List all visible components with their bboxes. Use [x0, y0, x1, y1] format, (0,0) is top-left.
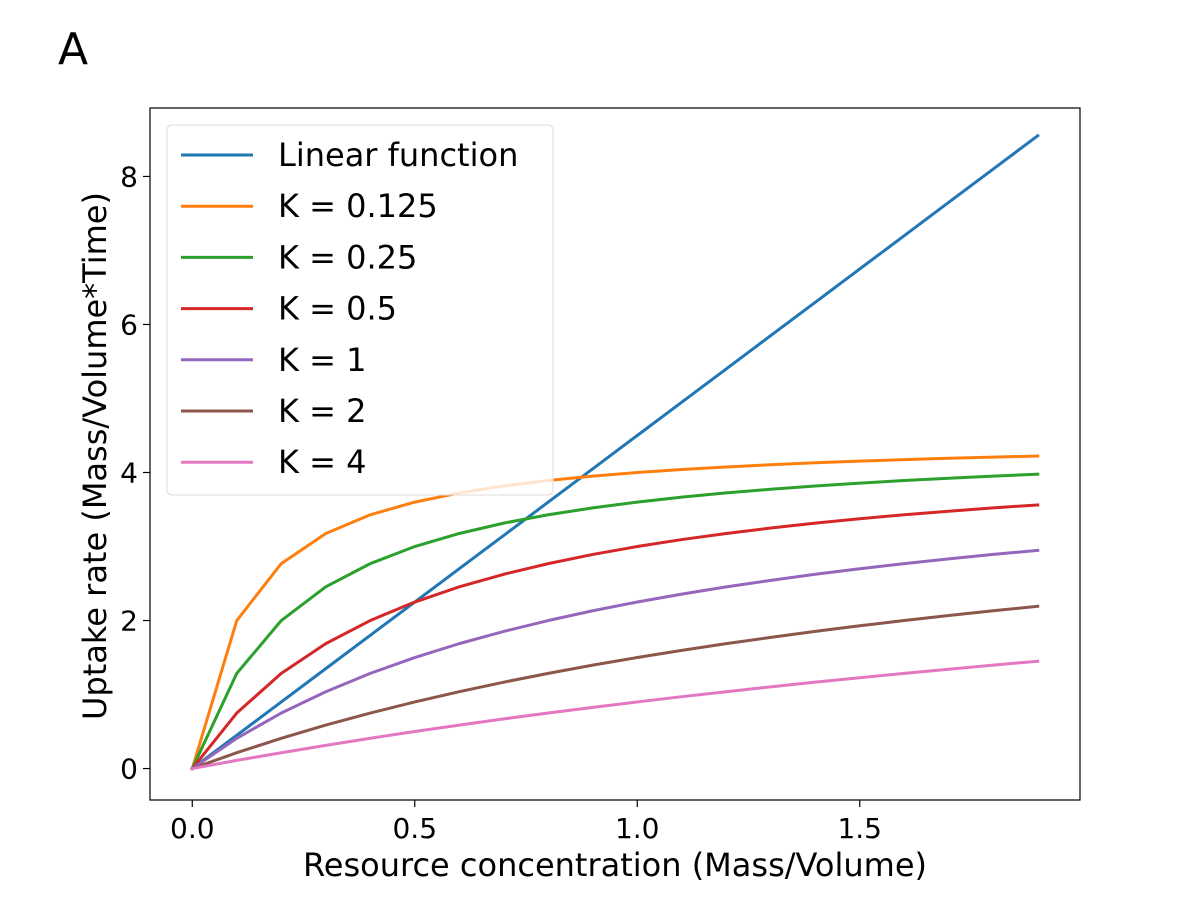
legend-label-1: K = 0.125	[278, 187, 438, 225]
y-tick-label: 4	[120, 457, 138, 490]
series-line-4	[190, 548, 1040, 771]
legend-label-6: K = 4	[278, 443, 367, 481]
plot-area	[149, 107, 1081, 801]
series-line-2	[190, 472, 1040, 771]
x-axis-label: Resource concentration (Mass/Volume)	[303, 846, 927, 884]
y-tick-label: 8	[120, 160, 138, 193]
y-tick-label: 6	[120, 308, 138, 341]
panel-label: A	[58, 24, 88, 75]
x-tick-label: 1.0	[615, 812, 660, 845]
series-line-0	[190, 133, 1040, 771]
ticks-layer: 0.0 0.5 1.0 1.5 0 2 4 6 8	[120, 160, 882, 845]
series-layer	[190, 133, 1040, 771]
legend-label-3: K = 0.5	[278, 290, 397, 328]
series-line-1	[190, 454, 1040, 771]
y-tick-label: 0	[120, 753, 138, 786]
y-axis-label: Uptake rate (Mass/Volume*Time)	[76, 192, 114, 720]
y-tick-label: 2	[120, 605, 138, 638]
x-tick-label: 0.0	[170, 812, 215, 845]
legend-box	[166, 124, 554, 496]
legend-label-2: K = 0.25	[278, 238, 417, 276]
series-line-3	[190, 503, 1040, 771]
legend-label-0: Linear function	[278, 136, 518, 174]
series-line-6	[190, 659, 1040, 771]
x-tick-label: 0.5	[392, 812, 437, 845]
legend-label-4: K = 1	[278, 341, 367, 379]
legend-label-5: K = 2	[278, 392, 367, 430]
series-line-5	[190, 604, 1040, 771]
legend: Linear function K = 0.125 K = 0.25 K = 0.5 K…	[166, 124, 554, 496]
x-tick-label: 1.5	[837, 812, 882, 845]
